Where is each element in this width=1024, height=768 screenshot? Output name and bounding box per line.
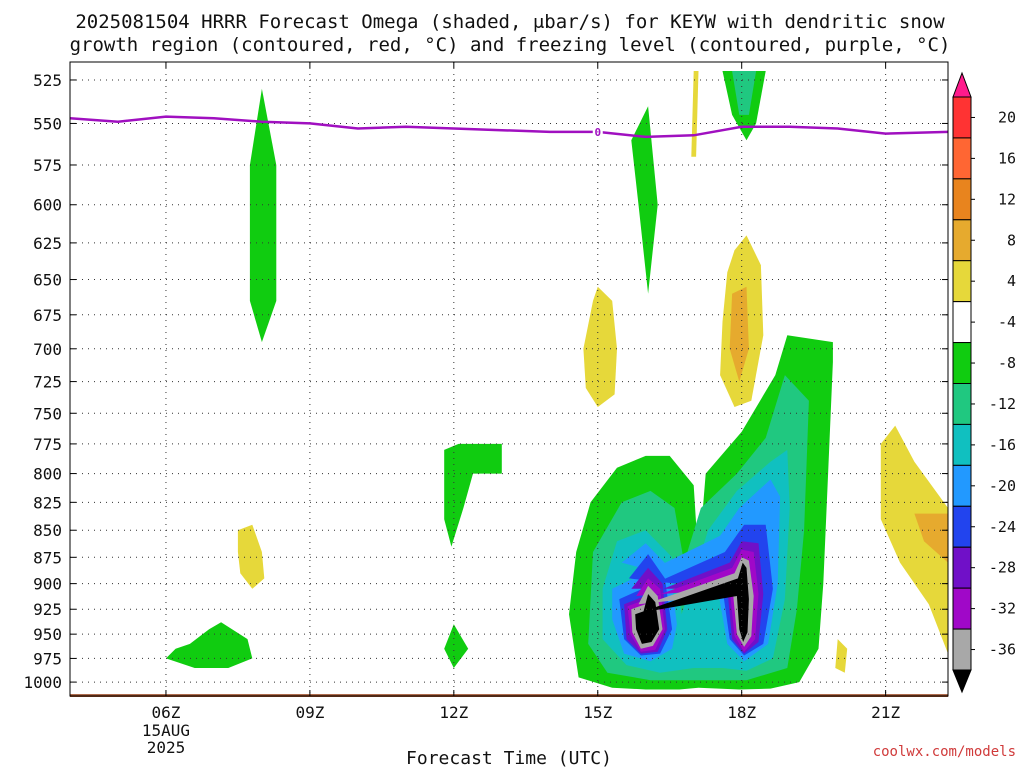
y-tick-label: 675 [33,306,62,325]
y-tick-label: 750 [33,404,62,423]
y-tick-label: 950 [33,625,62,644]
y-tick-label: 925 [33,600,62,619]
colorbar: 20 16 12 8 4 -4 -8 -12 -16 -20 -24 -28 -32 -36 [952,71,1016,694]
colorbar-bottom-arrow [952,669,972,694]
omega-region-20 [237,524,265,589]
colorbar-tick-label: 20 [998,108,1016,126]
y-tick-label: 700 [33,340,62,359]
credit-text: coolwx.com/models [873,744,1016,760]
colorbar-segment [952,219,972,262]
chart-title: 2025081504 HRRR Forecast Omega (shaded, … [70,11,951,56]
x-tick-label: 21Z [871,703,900,722]
x-tick-label: 09Z [295,703,324,722]
omega-region-19 [691,71,699,157]
colorbar-segment [952,178,972,221]
pressure-axis: 525 550 575 600 625 650 675 700 725 750 775 800 825 8… [23,71,948,692]
colorbar-segment [952,301,972,344]
colorbar-tick-label: -36 [989,641,1016,659]
freezing-level-label: 0 [594,126,601,139]
y-tick-label: 550 [33,114,62,133]
x-axis-label: Forecast Time (UTC) [406,748,612,768]
colorbar-segment [952,628,972,671]
plot-frame [69,61,949,697]
x-tick-label: 06Z [152,703,181,722]
colorbar-tick-label: -12 [989,395,1016,413]
y-tick-label: 825 [33,493,62,512]
y-tick-label: 650 [33,271,62,290]
y-tick-label: 900 [33,575,62,594]
x-tick-label: 15Z [583,703,612,722]
colorbar-tick-label: -8 [998,354,1016,372]
y-tick-label: 975 [33,649,62,668]
colorbar-segment [952,587,972,630]
y-tick-label: 575 [33,156,62,175]
y-tick-label: 625 [33,234,62,253]
omega-region-3 [732,71,757,115]
colorbar-segment [952,546,972,589]
colorbar-segment [952,464,972,507]
x-tick-sublabel: 15AUG [142,721,190,740]
title-line-1: 2025081504 HRRR Forecast Omega (shaded, … [75,11,945,33]
colorbar-segment [952,260,972,303]
grid-lines [70,62,948,696]
colorbar-segment [952,137,972,180]
omega-region-23 [914,513,948,563]
colorbar-segment [952,342,972,385]
colorbar-tick-label: 16 [998,149,1016,167]
omega-region-1 [631,106,658,294]
omega-region-21 [835,639,848,673]
omega-region-4 [444,443,502,547]
colorbar-top-arrow [952,71,972,98]
colorbar-tick-label: -32 [989,600,1016,618]
omega-region-0 [249,88,277,343]
y-tick-label: 725 [33,373,62,392]
omega-region-16 [583,286,617,407]
omega-region-5 [444,624,469,668]
x-tick-sublabel: 2025 [147,738,186,757]
y-tick-label: 875 [33,548,62,567]
omega-region-14 [631,557,754,649]
freezing-level-label-bg [592,124,603,138]
freezing-level-line [69,115,949,139]
omega-region-18 [729,286,749,382]
title-line-2: growth region (contoured, red, °C) and f… [70,34,951,56]
colorbar-tick-label: 12 [998,190,1016,208]
colorbar-tick-label: -16 [989,436,1016,454]
colorbar-segment [952,383,972,425]
y-tick-label: 800 [33,465,62,484]
colorbar-tick-label: -4 [998,313,1016,331]
x-tick-label: 18Z [727,703,756,722]
y-tick-label: 850 [33,521,62,540]
y-tick-label: 525 [33,71,62,90]
colorbar-tick-label: -24 [989,518,1016,536]
freezing-level-contour: 0 [69,115,949,139]
x-tick-label: 12Z [439,703,468,722]
colorbar-tick-label: 4 [1007,272,1016,290]
y-tick-label: 600 [33,196,62,215]
colorbar-segment [952,96,972,139]
colorbar-segment [952,423,972,466]
colorbar-tick-label: -20 [989,477,1016,495]
y-tick-label: 775 [33,435,62,454]
omega-region-15 [635,562,749,644]
colorbar-tick-label: 8 [1007,231,1016,249]
colorbar-segment [952,505,972,548]
y-tick-label: 1000 [23,673,62,692]
colorbar-tick-label: -28 [989,559,1016,577]
omega-region-22 [880,425,948,654]
omega-region-6 [166,622,253,668]
